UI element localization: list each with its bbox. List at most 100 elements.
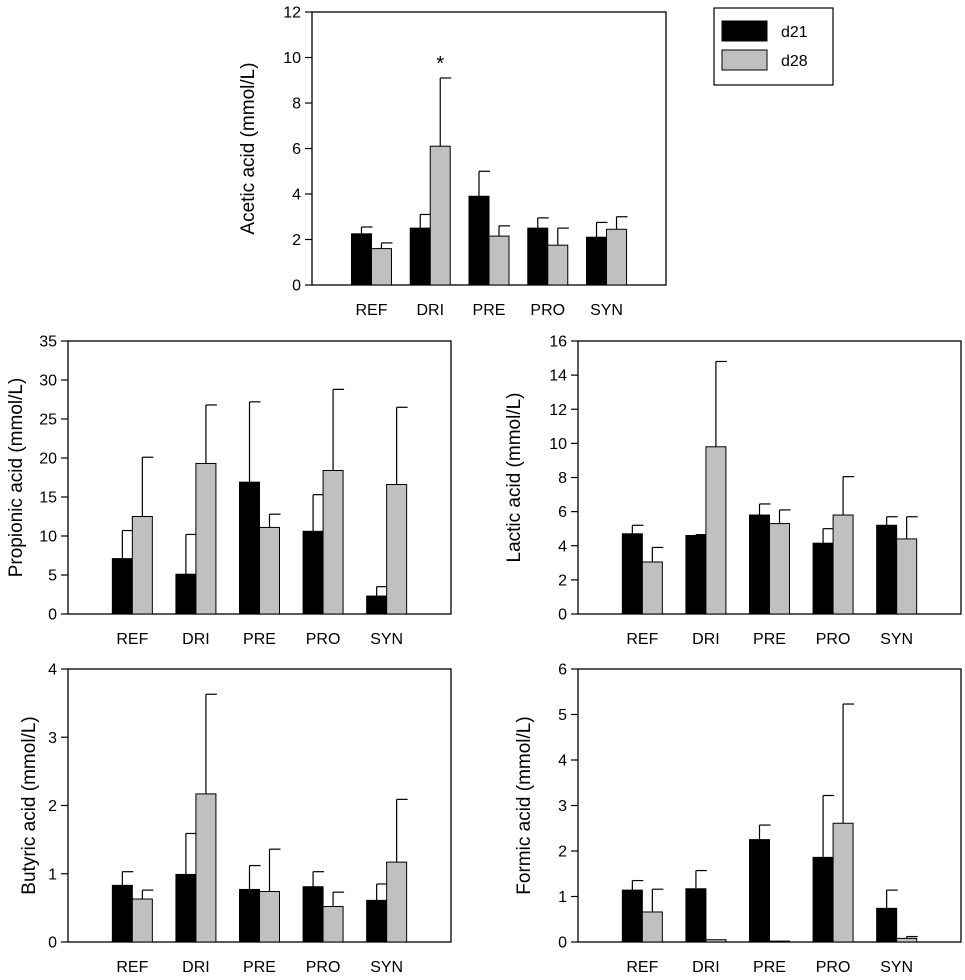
y-tick-label: 20 (39, 451, 57, 468)
error-bar-d21-ref (360, 226, 373, 234)
legend-swatch-d21 (721, 20, 768, 42)
y-tick-label: 6 (558, 504, 567, 521)
y-tick-label: 5 (48, 568, 57, 585)
bar-d28-ref (131, 516, 153, 615)
error-bar-d28-pre (498, 225, 510, 237)
x-tick-label: DRI (692, 959, 720, 976)
error-bar-d21-ref (121, 529, 134, 559)
error-bar-d28-ref (141, 456, 154, 517)
x-tick-label: PRO (306, 631, 341, 648)
x-tick-label: REF (355, 302, 387, 319)
error-bar-d28-pre (778, 509, 791, 524)
bar-d28-ref (641, 561, 663, 615)
y-tick-label: 12 (549, 402, 567, 419)
error-bar-d21-ref (121, 871, 134, 886)
x-tick-label: SYN (590, 302, 623, 319)
error-bar-d28-ref (141, 889, 154, 900)
x-tick-label: SYN (370, 959, 403, 976)
bar-d21-pre (239, 888, 260, 943)
x-tick-label: PRE (243, 959, 276, 976)
bar-d28-pre (769, 523, 790, 615)
bar-d28-pre (259, 890, 280, 943)
error-bar-d21-pro (822, 794, 835, 858)
error-bar-d28-dri (205, 404, 217, 464)
y-tick-label: 16 (549, 334, 567, 351)
error-bar-d21-pre (758, 503, 771, 516)
bar-d28-dri (195, 793, 217, 943)
chart-formic: 0 1 2 3 4 5 6 Formic acid (mmol/L) REF DRI PRE PRO S… (514, 662, 962, 976)
legend-label-d21: d21 (781, 24, 808, 41)
error-bar-d21-pro (312, 871, 325, 887)
y-axis-title: Propionic acid (mmol/L) (6, 378, 27, 578)
bar-d21-syn (366, 899, 388, 943)
y-axis-title: Formic acid (mmol/L) (514, 716, 535, 894)
y-tick-label: 10 (39, 529, 57, 546)
error-bar-d28-syn (396, 406, 408, 485)
x-tick-label: DRI (182, 631, 210, 648)
bar-d21-dri (409, 227, 431, 286)
y-tick-label: 1 (558, 889, 567, 906)
x-tick-label: REF (116, 631, 148, 648)
y-axis-title: Butyric acid (mmol/L) (19, 716, 40, 894)
bar-d21-syn (876, 907, 898, 943)
error-bar-d28-syn (906, 516, 918, 539)
bar-d21-syn (876, 524, 898, 615)
bar-d21-syn (586, 236, 608, 286)
x-tick-label: REF (116, 959, 148, 976)
bar-d28-pro (322, 469, 344, 615)
error-bar-d21-pre (758, 824, 771, 840)
legend-box (713, 7, 834, 86)
y-tick-label: 4 (558, 753, 567, 770)
bar-d21-dri (175, 573, 197, 615)
y-tick-label: 10 (549, 436, 567, 453)
bar-d21-ref (111, 884, 133, 943)
error-bar-d28-ref (380, 242, 393, 249)
bar-d21-ref (621, 889, 643, 943)
error-bar-d28-syn (396, 798, 408, 863)
x-tick-label: DRI (182, 959, 210, 976)
bar-d28-dri (705, 446, 727, 615)
bar-d28-pro (322, 906, 344, 943)
x-tick-label: DRI (692, 631, 720, 648)
error-bar-d28-syn (906, 935, 918, 939)
y-tick-label: 6 (558, 662, 567, 679)
y-tick-label: 8 (292, 96, 301, 113)
x-tick-label: PRE (753, 959, 786, 976)
y-tick-label: 0 (558, 935, 567, 952)
bar-d21-pro (812, 542, 834, 615)
error-bar-d28-ref (651, 546, 664, 562)
error-bar-d21-dri (419, 213, 432, 229)
x-tick-label: DRI (416, 302, 444, 319)
x-tick-label: PRE (753, 631, 786, 648)
error-bar-d21-syn (376, 883, 388, 901)
x-tick-label: PRE (243, 631, 276, 648)
x-tick-label: PRO (816, 959, 851, 976)
error-bar-d21-ref (631, 879, 644, 891)
y-tick-label: 5 (558, 707, 567, 724)
bar-d21-ref (111, 558, 133, 615)
bar-d28-pre (488, 235, 510, 286)
bar-d28-dri (195, 462, 217, 615)
error-bar-d21-syn (595, 221, 608, 238)
bar-d28-syn (606, 228, 628, 286)
bar-d21-dri (685, 535, 707, 615)
chart-butyric: 0 1 2 3 4 Butyric acid (mmol/L) REF DRI PRE PRO SY… (19, 662, 452, 976)
error-bar-d21-dri (185, 533, 197, 575)
error-bar-d28-pro (332, 891, 345, 907)
y-tick-label: 0 (292, 278, 301, 295)
y-tick-label: 15 (39, 490, 57, 507)
x-tick-label: SYN (370, 631, 403, 648)
error-bar-d28-pro (842, 476, 855, 516)
y-tick-label: 14 (549, 368, 567, 385)
bar-d28-ref (131, 898, 153, 943)
legend-swatch-d28 (721, 49, 768, 71)
bar-d28-syn (896, 937, 918, 943)
y-tick-label: 10 (283, 50, 301, 67)
y-tick-label: 0 (558, 607, 567, 624)
bar-d28-pro (832, 822, 854, 943)
bar-d28-syn (896, 538, 918, 615)
bar-d28-pre (259, 526, 280, 615)
error-bar-d28-dri (715, 360, 727, 447)
bar-d28-pre (769, 940, 790, 943)
